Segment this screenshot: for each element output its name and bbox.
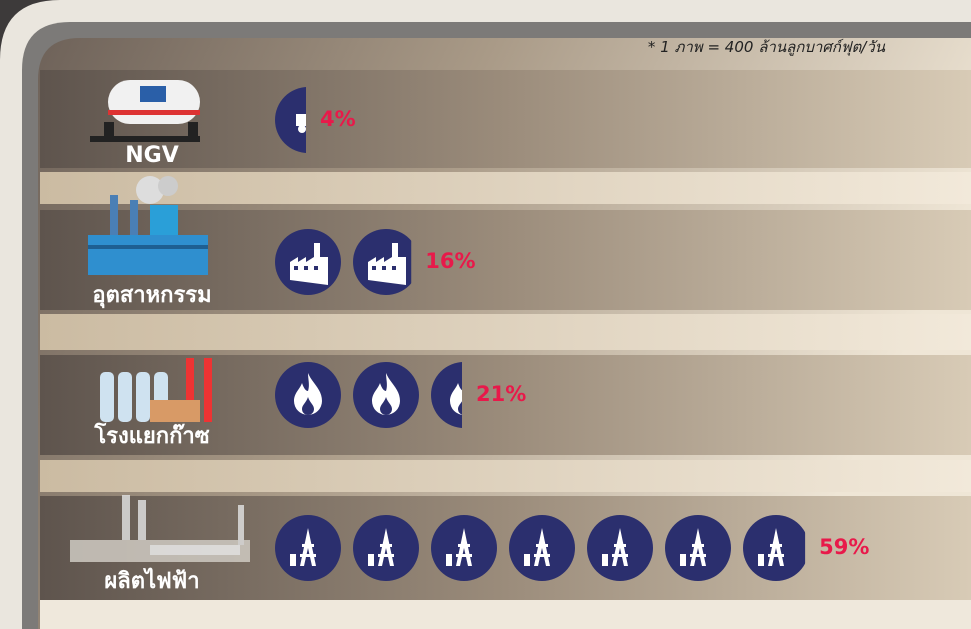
category-label: ผลิตไฟฟ้า <box>104 567 199 594</box>
band <box>40 70 971 168</box>
icon <box>275 87 307 153</box>
ngv-illustration <box>90 80 200 142</box>
pictogram-row <box>275 87 307 153</box>
category-label: โรงแยกก๊าซ <box>93 422 209 449</box>
band <box>40 172 971 204</box>
category-label: อุตสาหกรรม <box>92 283 211 309</box>
category-label: NGV <box>125 143 179 168</box>
pictogram-row <box>275 229 412 295</box>
band <box>40 600 971 629</box>
pictogram-row <box>275 515 806 581</box>
value-label: 16% <box>425 249 475 273</box>
note: * 1 ภาพ = 400 ล้านลูกบาศก์ฟุต/วัน <box>648 38 886 56</box>
value-label: 59% <box>819 535 869 559</box>
pictogram-row <box>275 362 463 428</box>
value-label: 4% <box>320 107 356 131</box>
band <box>40 314 971 350</box>
value-label: 21% <box>476 382 526 406</box>
power-plant-illustration <box>70 495 250 562</box>
band <box>40 460 971 492</box>
icon <box>431 362 463 428</box>
gas-plant-illustration <box>100 358 212 422</box>
industry-illustration <box>88 176 208 275</box>
